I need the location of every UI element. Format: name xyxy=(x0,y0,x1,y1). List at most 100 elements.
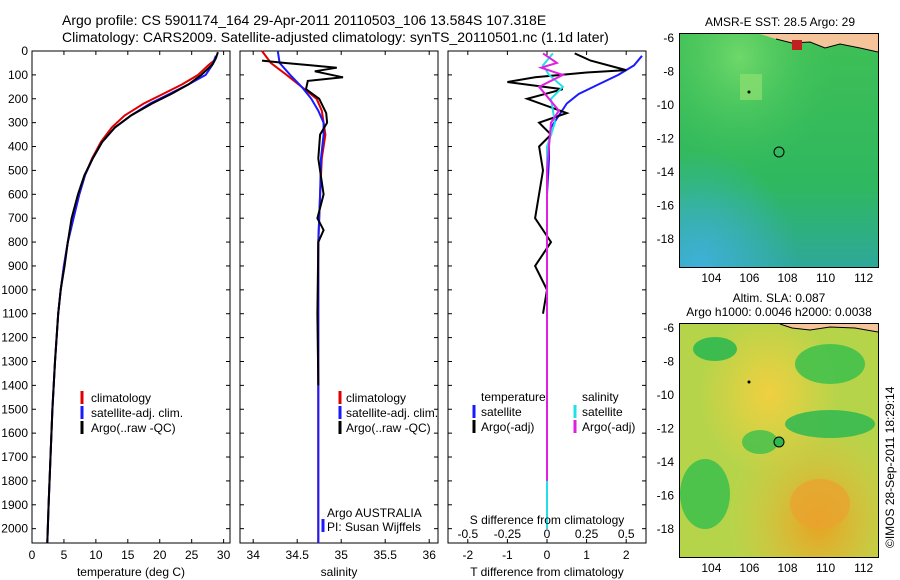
sla-map-title: Altim. SLA: 0.087 xyxy=(733,291,826,305)
x-tick-label: 5 xyxy=(61,548,68,562)
salinity-panel-frame xyxy=(239,50,439,544)
x-tick-label: 15 xyxy=(121,548,135,562)
s-tick-label: -0.5 xyxy=(457,527,478,541)
legend-label-s-argo: Argo(-adj) xyxy=(582,420,635,434)
series-line xyxy=(46,51,219,544)
map-y-tick-label: -14 xyxy=(657,165,675,179)
legend-heading-temperature: temperature xyxy=(481,390,546,404)
s-tick-label: 0 xyxy=(544,527,551,541)
x-tick-label: 25 xyxy=(185,548,199,562)
map-x-tick-label: 104 xyxy=(701,561,721,575)
map-y-tick-label: -18 xyxy=(657,522,675,536)
map-x-tick-label: 112 xyxy=(854,271,873,285)
y-tick-label: 1600 xyxy=(1,426,28,440)
y-tick-label: 1200 xyxy=(1,331,28,345)
map-x-tick-label: 106 xyxy=(739,561,759,575)
legend-label-satellite: satellite-adj. clim. xyxy=(346,406,438,420)
profile-title-line2: Climatology: CARS2009. Satellite-adjuste… xyxy=(62,29,609,45)
sst-map-axes: 104 106 108 110 112 -6 -8 -10 -12 -14 -16 -18 xyxy=(657,31,874,285)
map-x-tick-label: 110 xyxy=(816,561,835,575)
series-line xyxy=(546,55,643,529)
sla-map-field xyxy=(680,324,878,557)
s-difference-label: S difference from climatology xyxy=(470,513,625,527)
y-tick-label: 400 xyxy=(8,140,28,154)
y-tick-label: 0 xyxy=(21,44,28,58)
salinity-legend: climatology satellite-adj. clim. Argo(..… xyxy=(321,391,438,534)
sla-map xyxy=(679,323,879,558)
legend-label-t-satellite: satellite xyxy=(481,405,522,419)
y-tick-label: 1700 xyxy=(1,450,28,464)
map-y-tick-label: -10 xyxy=(657,98,675,112)
x-tick-label: 35 xyxy=(335,548,349,562)
y-tick-label: 1100 xyxy=(2,307,28,321)
map-y-tick-label: -12 xyxy=(657,422,675,436)
argo-position-marker xyxy=(773,436,785,448)
y-tick-label: 2000 xyxy=(1,522,28,536)
x-tick-label: 35.5 xyxy=(374,548,398,562)
legend-label-climatology: climatology xyxy=(346,391,406,405)
map-x-tick-label: 108 xyxy=(778,561,798,575)
x-tick-label: 10 xyxy=(89,548,103,562)
island-marker xyxy=(747,90,751,94)
annotation-argo-australia: Argo AUSTRALIA xyxy=(327,506,422,520)
series-line xyxy=(261,50,327,543)
s-tick-label: 0.25 xyxy=(575,527,599,541)
y-tick-label: 200 xyxy=(8,92,28,106)
temperature-panel-frame xyxy=(31,50,231,544)
legend-label-climatology: climatology xyxy=(91,391,151,405)
sst-map-title: AMSR-E SST: 28.5 Argo: 29 xyxy=(705,15,855,29)
y-tick-label: 1000 xyxy=(1,283,28,297)
map-y-tick-label: -18 xyxy=(657,232,675,246)
island-marker xyxy=(747,380,751,384)
map-y-tick-label: -16 xyxy=(657,199,675,213)
map-x-tick-label: 112 xyxy=(854,561,873,575)
x-tick-label: 20 xyxy=(153,548,167,562)
map-y-tick-label: -8 xyxy=(663,355,674,369)
sla-map-subtitle: Argo h1000: 0.0046 h2000: 0.0038 xyxy=(686,305,872,319)
map-y-tick-label: -8 xyxy=(663,65,674,79)
x-tick-label: 0 xyxy=(544,548,551,562)
map-y-tick-label: -16 xyxy=(657,489,675,503)
profile-title-line1: Argo profile: CS 5901174_164 29-Apr-2011… xyxy=(62,12,547,28)
sst-map-field xyxy=(680,34,878,267)
y-tick-label: 700 xyxy=(8,211,28,225)
y-tick-label: 100 xyxy=(8,68,28,82)
y-tick-label: 900 xyxy=(8,259,28,273)
series-line xyxy=(261,59,344,386)
imos-credit: ©IMOS 28-Sep-2011 18:29:14 xyxy=(883,386,897,548)
t-difference-x-label: T difference from climatology xyxy=(470,565,624,579)
sst-map xyxy=(679,33,879,268)
x-tick-label: 34 xyxy=(247,548,261,562)
y-tick-label: 1300 xyxy=(1,354,28,368)
map-y-tick-label: -10 xyxy=(657,388,675,402)
land-mass xyxy=(760,34,878,52)
map-y-tick-label: -6 xyxy=(663,31,674,45)
legend-label-satellite: satellite-adj. clim. xyxy=(91,406,183,420)
legend-label-argo: Argo(..raw -QC) xyxy=(91,421,176,435)
x-tick-label: -2 xyxy=(462,548,473,562)
legend-heading-salinity: salinity xyxy=(582,390,619,404)
y-tick-label: 1500 xyxy=(1,402,28,416)
map-x-tick-label: 104 xyxy=(701,271,721,285)
x-tick-label: 2 xyxy=(623,548,630,562)
temperature-panel: 0 5 10 15 20 25 300100200300400500600700800900… xyxy=(1,44,230,562)
salinity-x-label: salinity xyxy=(321,565,358,579)
y-tick-label: 1400 xyxy=(1,378,28,392)
difference-legend: temperature satellite Argo(-adj) salinit… xyxy=(472,390,635,434)
series-line xyxy=(507,52,627,314)
y-tick-label: 600 xyxy=(8,187,28,201)
x-tick-label: 30 xyxy=(217,548,231,562)
land-mass xyxy=(780,324,878,332)
map-y-tick-label: -14 xyxy=(657,455,675,469)
map-x-tick-label: 110 xyxy=(816,271,835,285)
x-tick-label: -1 xyxy=(502,548,513,562)
map-y-tick-label: -6 xyxy=(663,321,674,335)
x-tick-label: 1 xyxy=(583,548,590,562)
salinity-panel: 34 34.5 35 35.5 36 xyxy=(240,50,438,562)
map-y-tick-label: -12 xyxy=(657,132,675,146)
x-tick-label: 34.5 xyxy=(286,548,310,562)
s-tick-label: 0.5 xyxy=(618,527,635,541)
series-line xyxy=(276,50,325,543)
map-x-tick-label: 108 xyxy=(778,271,798,285)
